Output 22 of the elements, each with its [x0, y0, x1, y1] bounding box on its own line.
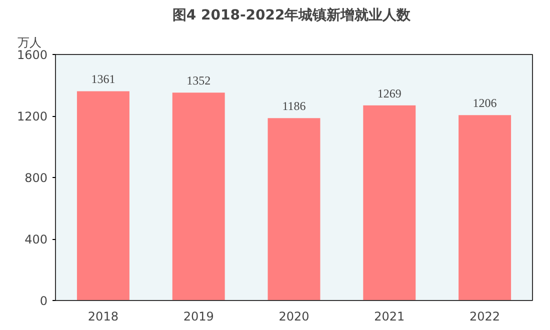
- x-tick-label: 2021: [374, 310, 405, 324]
- x-tick-label: 2022: [470, 310, 500, 324]
- y-tick-label: 1600: [16, 48, 48, 62]
- data-label: 1269: [377, 86, 402, 100]
- bar: [76, 91, 130, 300]
- data-label: 1361: [91, 72, 116, 86]
- x-tick-label: 2019: [183, 310, 214, 324]
- y-tick-label: 800: [24, 171, 48, 185]
- y-tick-label: 400: [24, 232, 48, 246]
- bar: [268, 118, 320, 300]
- x-tick-label: 2020: [278, 310, 310, 324]
- y-tick-label: 0: [40, 294, 48, 308]
- y-axis-title: 万人: [18, 36, 42, 50]
- chart-title: 图4 2018-2022年城镇新增就业人数: [172, 6, 412, 24]
- bar: [458, 115, 512, 300]
- data-label: 1206: [472, 96, 497, 110]
- data-label: 1186: [282, 99, 306, 114]
- y-tick-label: 1200: [16, 110, 48, 124]
- bar: [172, 92, 225, 300]
- x-tick-label: 2018: [88, 310, 118, 324]
- data-label: 1352: [186, 74, 211, 88]
- bar: [363, 105, 416, 300]
